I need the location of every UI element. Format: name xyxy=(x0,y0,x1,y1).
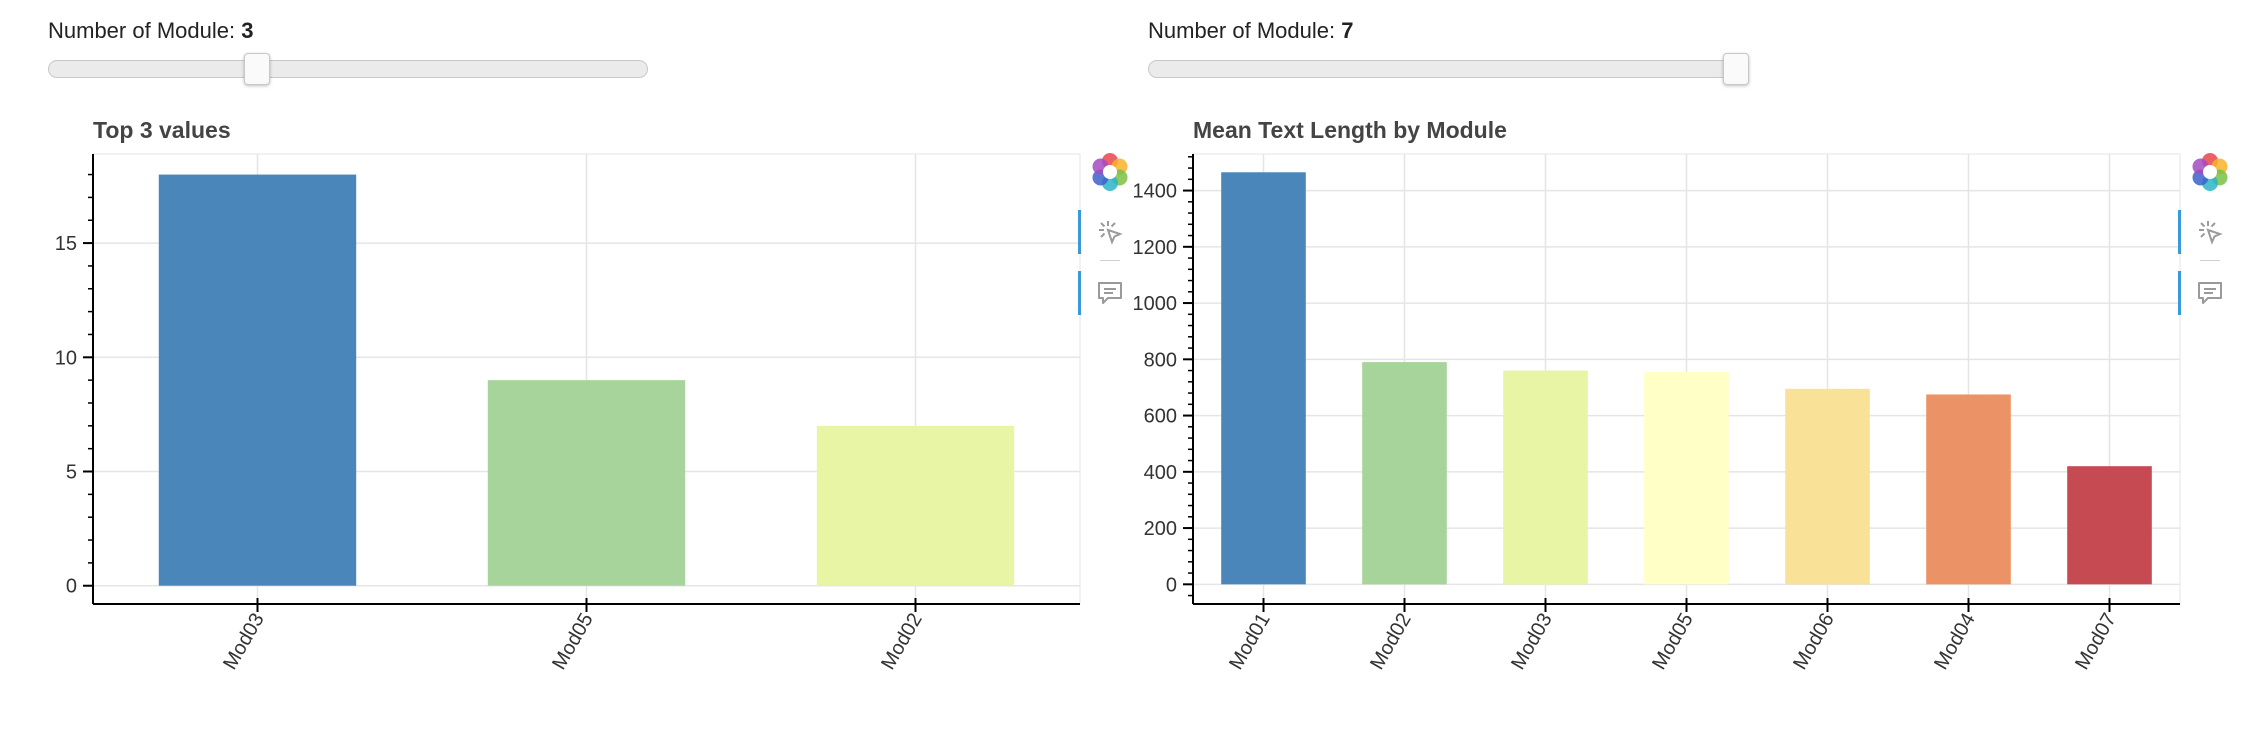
bar xyxy=(1926,394,2011,585)
x-tick-label: Mod05 xyxy=(548,610,598,674)
bar xyxy=(816,425,1015,586)
y-tick-label: 5 xyxy=(66,462,77,484)
chart-toolbar xyxy=(1078,150,1136,331)
y-tick-label: 1400 xyxy=(1133,181,1178,203)
x-tick-label: Mod01 xyxy=(1225,610,1275,674)
slider-value: 3 xyxy=(241,18,254,43)
slider-title: Number of Module: 3 xyxy=(48,18,253,44)
bokeh-logo-icon[interactable] xyxy=(2188,150,2232,194)
y-tick-label: 800 xyxy=(1144,349,1177,371)
chart-toolbar xyxy=(2178,150,2236,331)
tooltip-icon[interactable] xyxy=(1078,271,1132,315)
hover-tool-icon[interactable] xyxy=(1078,210,1132,254)
slider-handle[interactable] xyxy=(1723,53,1749,85)
slider-label: Number of Module: xyxy=(1148,18,1342,43)
toolbar-divider xyxy=(2200,260,2220,261)
module-count-slider[interactable] xyxy=(48,53,648,85)
y-tick-label: 200 xyxy=(1144,518,1177,540)
slider-title: Number of Module: 7 xyxy=(1148,18,1353,44)
y-tick-label: 600 xyxy=(1144,406,1177,428)
slider-label: Number of Module: xyxy=(48,18,242,43)
bar xyxy=(1362,362,1447,585)
bar xyxy=(487,380,686,586)
x-tick-label: Mod02 xyxy=(1366,610,1416,674)
right-panel: Number of Module: 7 Mean Text Length by … xyxy=(1133,0,2248,730)
y-tick-label: 15 xyxy=(55,233,77,255)
slider-value: 7 xyxy=(1341,18,1354,43)
module-count-slider[interactable] xyxy=(1148,53,1749,85)
y-tick-label: 1000 xyxy=(1133,293,1178,315)
x-tick-label: Mod03 xyxy=(1507,610,1557,674)
x-tick-label: Mod02 xyxy=(877,610,927,674)
bar xyxy=(158,174,357,586)
bar xyxy=(1644,371,1729,585)
chart-title: Top 3 values xyxy=(93,117,231,143)
x-tick-label: Mod04 xyxy=(1930,610,1980,674)
left-panel: Number of Module: 3 Top 3 values 0 5 10 15 Mo… xyxy=(48,0,1148,730)
x-tick-label: Mod06 xyxy=(1789,610,1839,674)
tooltip-icon[interactable] xyxy=(2178,271,2232,315)
x-tick-label: Mod03 xyxy=(219,610,269,674)
y-tick-label: 0 xyxy=(1166,574,1177,596)
toolbar-divider xyxy=(1100,260,1120,261)
top-values-chart: Top 3 values 0 5 10 15 Mod03 Mod05 Mod02 xyxy=(55,117,1081,674)
bar xyxy=(1503,370,1588,585)
bar xyxy=(2067,466,2152,585)
bar xyxy=(1221,172,1306,585)
x-tick-label: Mod07 xyxy=(2071,610,2121,674)
x-tick-label: Mod05 xyxy=(1648,610,1698,674)
y-tick-label: 10 xyxy=(55,347,77,369)
y-tick-label: 1200 xyxy=(1133,237,1178,259)
y-tick-label: 0 xyxy=(66,576,77,598)
slider-handle[interactable] xyxy=(244,53,271,85)
chart-title: Mean Text Length by Module xyxy=(1193,117,1507,143)
hover-tool-icon[interactable] xyxy=(2178,210,2232,254)
y-tick-label: 400 xyxy=(1144,462,1177,484)
mean-text-length-chart: Mean Text Length by Module 0 200 400 600 800 1… xyxy=(1133,117,2181,674)
bar xyxy=(1785,388,1870,585)
bokeh-logo-icon[interactable] xyxy=(1088,150,1132,194)
